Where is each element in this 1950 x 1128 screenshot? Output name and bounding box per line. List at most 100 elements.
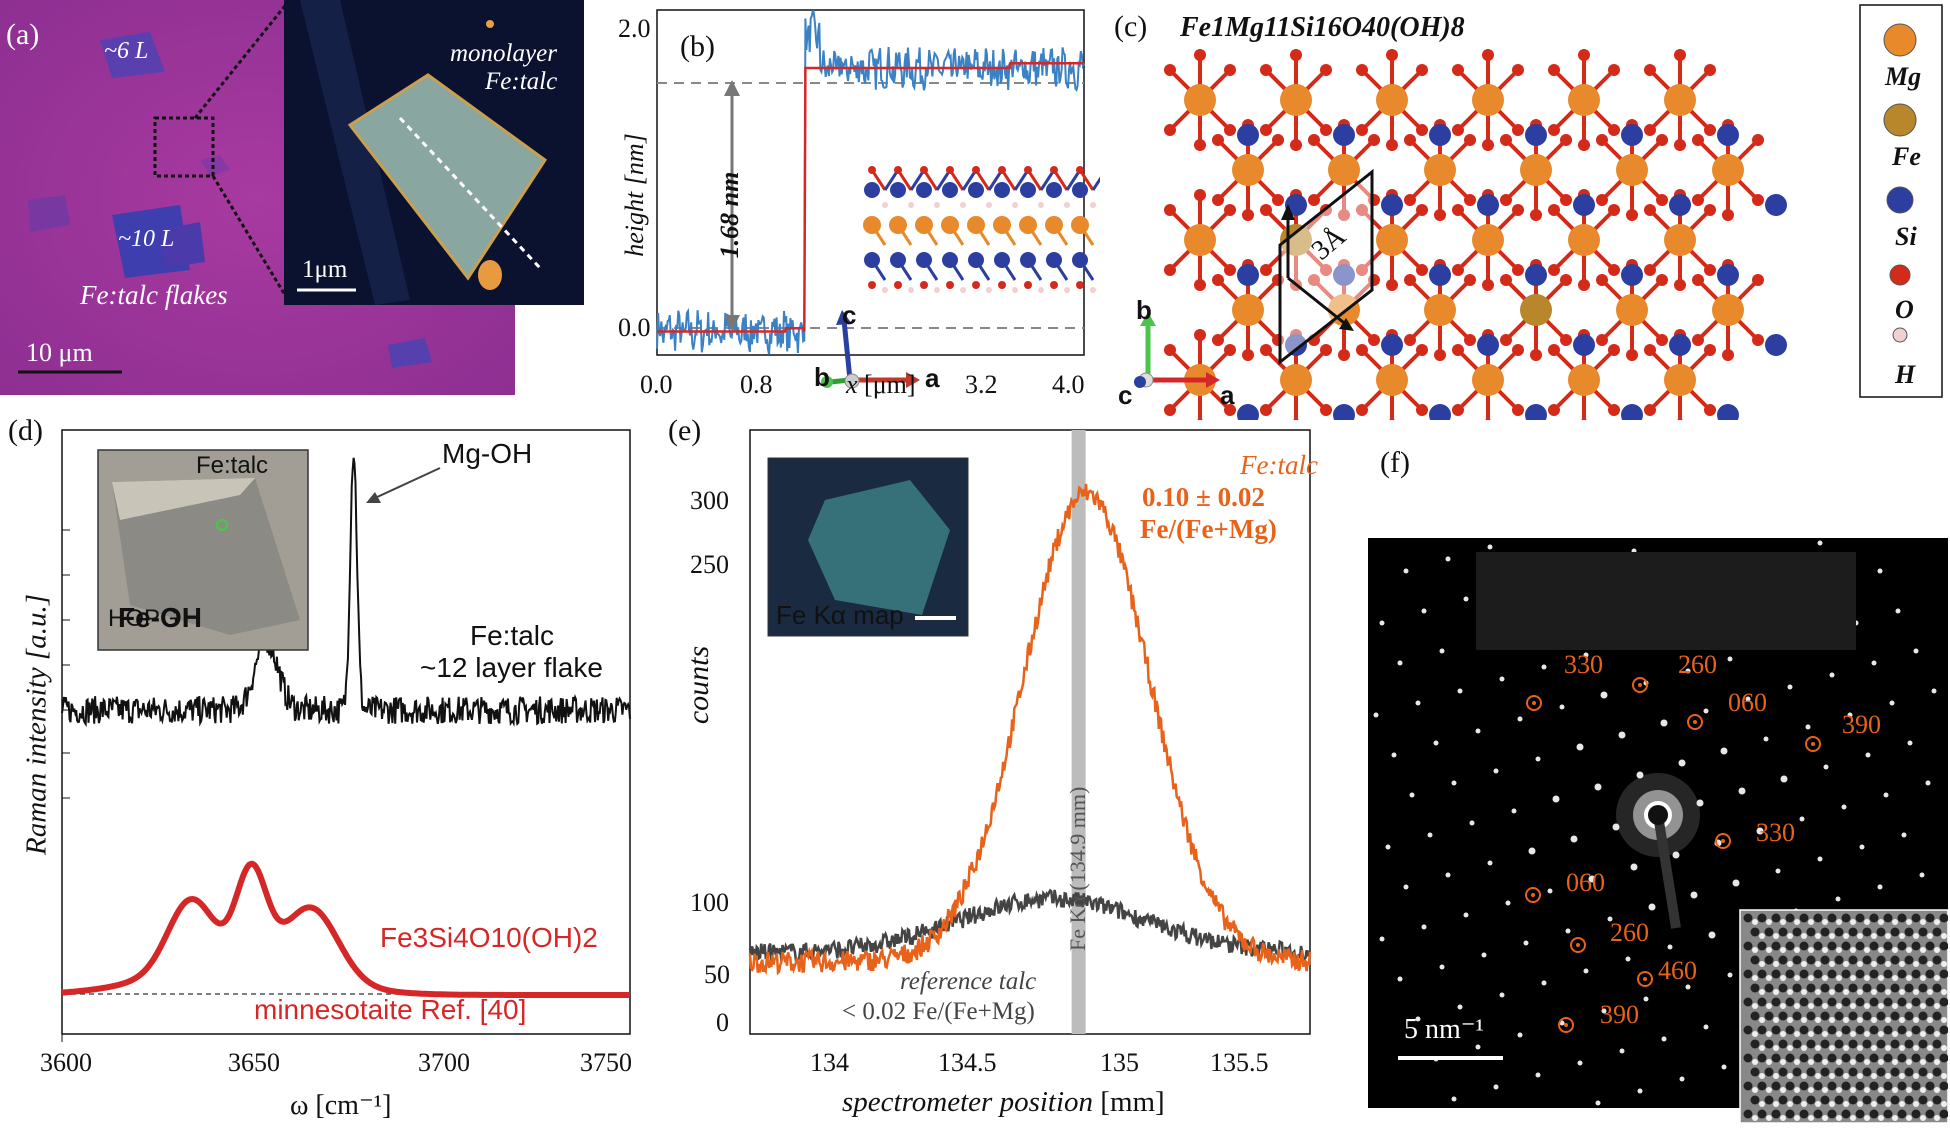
xtick-135: 135	[1100, 1048, 1139, 1077]
peak-mgoh: Mg-OH	[442, 438, 533, 469]
axis-c-c: c	[1118, 380, 1133, 410]
fit-profile	[657, 62, 1084, 333]
legend-mg: Mg	[1885, 62, 1922, 91]
title-1: after over 24 months	[1508, 456, 1793, 491]
panel-e-label: (e)	[668, 414, 702, 447]
inset-title-2: Fe:talc	[485, 68, 558, 95]
inset-title-1: monolayer	[450, 40, 557, 67]
legend-si: Si	[1895, 222, 1917, 251]
trace1-label-1: Fe:talc	[470, 620, 555, 651]
formula: Fe1Mg11Si16O40(OH)8	[1180, 12, 1465, 43]
fetalc-spectrum	[748, 483, 1312, 976]
panel-d: (d) Raman intensity [a.u.] 3600 3650 370…	[0, 414, 640, 1123]
xtick-3650: 3650	[228, 1048, 280, 1077]
inset-scale: 1μm	[302, 256, 348, 283]
label-10l: ~10 L	[118, 226, 175, 252]
series1-title: Fe:talc	[1240, 450, 1318, 480]
ytick-300: 300	[690, 486, 729, 515]
ytick-0: 0.0	[618, 313, 651, 342]
panel-c-label: (c)	[1114, 10, 1148, 43]
crystal-structure	[1134, 4, 1943, 431]
panel-a: (a) ~6 L ~10 L Fe:talc flakes 10 μm mono…	[0, 0, 590, 395]
xtick-32: 3.2	[965, 370, 998, 399]
panel-f-label: (f)	[1380, 446, 1410, 479]
panel-d-chart	[61, 429, 631, 1042]
diffraction-pattern	[1368, 538, 1950, 1124]
xtick-1355: 135.5	[1210, 1048, 1269, 1077]
panel-d-label: (d)	[8, 414, 43, 447]
panel-e-chart	[748, 429, 1312, 1035]
axis-a-c: a	[1220, 380, 1235, 410]
hrtem-inset	[1739, 909, 1950, 1124]
fe-ka-line	[1071, 430, 1086, 1034]
axis-b-label: b	[814, 362, 830, 392]
spot-330a: 330	[1564, 650, 1603, 679]
raman-minnesotaite	[61, 860, 630, 998]
series2-title: reference talc	[900, 968, 1037, 995]
trace2-label: minnesotaite Ref. [40]	[254, 994, 527, 1025]
panel-a-image	[0, 0, 584, 395]
panel-a-label: (a)	[6, 18, 40, 51]
panel-b-label: (b)	[680, 30, 715, 63]
label-6l: ~6 L	[104, 38, 149, 64]
series1-value: 0.10 ± 0.02	[1142, 482, 1265, 512]
label-flakes: Fe:talc flakes	[80, 280, 228, 310]
zoom-box	[153, 116, 215, 178]
title-backdrop	[1476, 552, 1856, 650]
fe-map-label: Fe Kα map	[776, 600, 904, 630]
spot-060b: 060	[1566, 868, 1605, 897]
spot-260b: 260	[1610, 918, 1649, 947]
series1-ratio: Fe/(Fe+Mg)	[1140, 514, 1277, 544]
panel-c: (c) Fe1Mg11Si16O40(OH)8 3Å b c a Mg Fe S…	[1100, 0, 1950, 431]
trace2-formula: Fe3Si4O10(OH)2	[380, 922, 598, 953]
title-2: in ambient conditions	[1513, 488, 1805, 523]
spot-390a: 390	[1842, 710, 1881, 739]
ytick-0: 0	[716, 1008, 729, 1037]
spot-060a: 060	[1728, 688, 1767, 717]
axis-c-label: c	[842, 300, 857, 330]
peak-feoh: Fe-OH	[118, 602, 202, 633]
inset-fetalc: Fe:talc	[196, 452, 269, 479]
ytick-100: 100	[690, 888, 729, 917]
xtick-3600: 3600	[40, 1048, 92, 1077]
spot-330b: 330	[1756, 818, 1795, 847]
ytick-2: 2.0	[618, 14, 651, 43]
xtick-3750: 3750	[580, 1048, 632, 1077]
legend-o: O	[1895, 295, 1914, 324]
panel-e: (e) counts 0 50 100 250 300 134 134.5 13…	[660, 414, 1320, 1123]
scale-bar-a: 10 μm	[26, 338, 93, 367]
indexed-spots	[1525, 677, 1821, 1033]
inset-hopg: HOPG	[108, 605, 179, 632]
spot-260a: 260	[1678, 650, 1717, 679]
panel-b: (b) 2.0 0.0 0.0 0.8 3.2 4.0 x [μm] heigh…	[590, 0, 1108, 410]
raman-ylabel: Raman intensity [a.u.]	[20, 594, 53, 855]
profile-line	[398, 116, 542, 270]
flake-6l	[100, 32, 165, 78]
axis-a-label: a	[925, 363, 940, 393]
panel-b-chart	[656, 9, 1108, 389]
xtick-1345: 134.5	[938, 1048, 997, 1077]
step-height-label: 1.68 nm	[715, 171, 744, 259]
panel-f: (f) after over 24 months in ambient cond…	[1368, 446, 1950, 1124]
ytick-50: 50	[704, 960, 730, 989]
xtick-0: 0.0	[640, 370, 673, 399]
raman-xlabel: ω [cm⁻¹]	[290, 1090, 392, 1121]
spot-460: 460	[1658, 956, 1697, 985]
unit-cell	[1278, 168, 1374, 366]
spectrometer-xlabel: spectrometer position [mm]	[842, 1086, 1165, 1118]
xtick-134: 134	[810, 1048, 849, 1077]
ytick-250: 250	[690, 550, 729, 579]
axis-b-c: b	[1136, 295, 1152, 325]
x-axis-label: x [μm]	[846, 370, 916, 399]
series2-ratio: < 0.02 Fe/(Fe+Mg)	[842, 998, 1035, 1025]
xtick-40: 4.0	[1052, 370, 1085, 399]
legend-h: H	[1895, 360, 1916, 389]
xtick-08: 0.8	[740, 370, 773, 399]
trace1-label-2: ~12 layer flake	[420, 652, 603, 683]
scale-bar-f: 5 nm⁻¹	[1404, 1014, 1484, 1045]
raman-fetalc	[61, 457, 631, 728]
crystal-side-view	[863, 166, 1108, 293]
xtick-3700: 3700	[418, 1048, 470, 1077]
legend-fe: Fe	[1892, 142, 1921, 171]
spot-390b: 390	[1600, 1000, 1639, 1029]
